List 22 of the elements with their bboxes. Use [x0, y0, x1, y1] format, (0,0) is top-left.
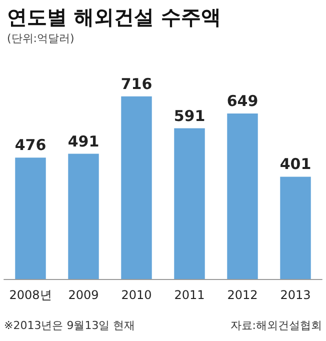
data-label: 401: [280, 155, 312, 174]
bar: [15, 158, 46, 279]
text: ※2013년은 9월13일 현재: [4, 319, 136, 332]
bar: [121, 96, 152, 279]
bar: [280, 176, 311, 279]
bar: [227, 114, 258, 279]
data-label: 491: [68, 132, 100, 150]
text: 자료:해외건설협회: [230, 319, 322, 332]
x-tick-label: 2009: [68, 288, 99, 302]
data-label: 591: [174, 106, 206, 125]
x-tick-label: 2010: [121, 288, 152, 302]
x-tick-label: 2011: [174, 288, 205, 302]
data-label: 476: [14, 136, 46, 154]
x-tick-label: 2013: [280, 288, 311, 302]
data-label: 649: [226, 92, 258, 110]
chart-title: 연도별 해외건설 수주액: [7, 5, 221, 29]
x-tick-label: 2008년: [9, 288, 52, 302]
bar: [68, 154, 99, 279]
bar: [174, 128, 205, 279]
data-label: 716: [120, 74, 152, 93]
x-tick-label: 2012: [227, 288, 258, 302]
chart-subtitle: (단위:억달러): [7, 32, 74, 45]
